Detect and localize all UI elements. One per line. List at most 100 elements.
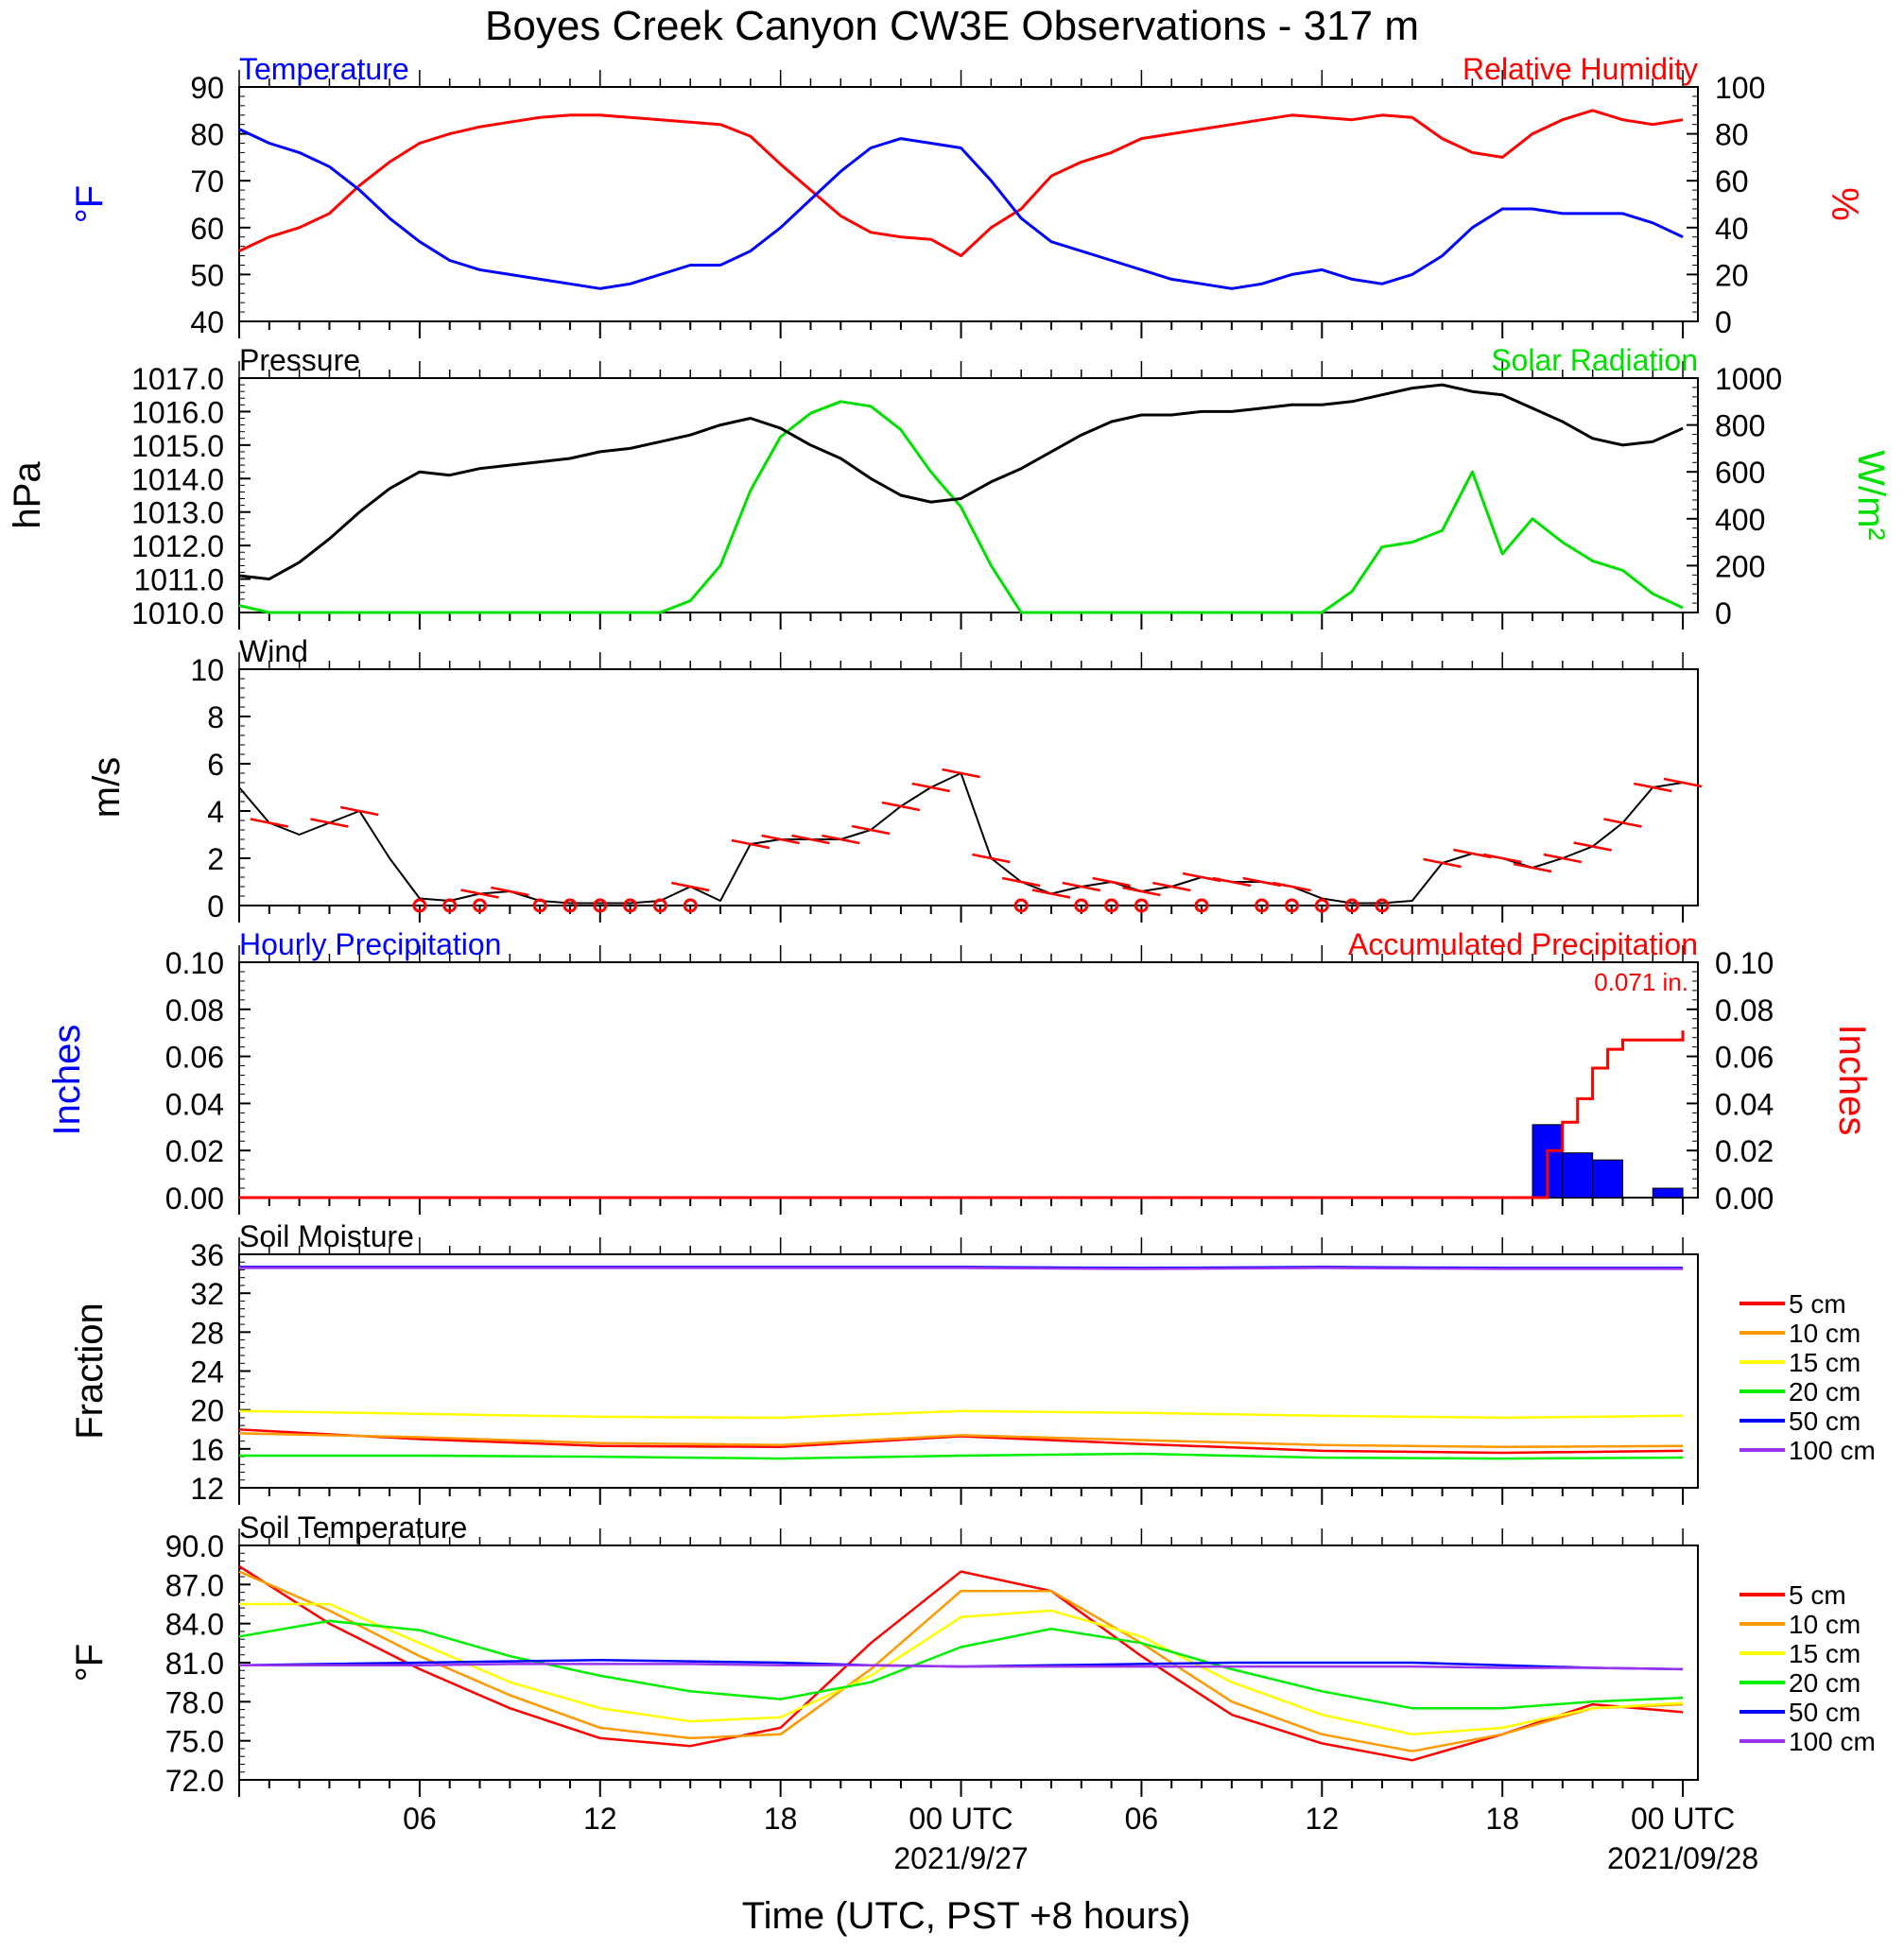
precip-axis-left-tick-label: 0.04 <box>165 1087 224 1121</box>
calm-wind-marker <box>623 898 638 913</box>
wind-title: Wind <box>239 634 308 668</box>
wind-barb <box>1482 853 1522 864</box>
calm-wind-marker <box>442 898 458 913</box>
calm-wind-marker <box>532 898 547 913</box>
temp-axis-tick-label: 70 <box>190 164 224 198</box>
panel-2-frame <box>238 377 1699 613</box>
wind-barb <box>1062 881 1101 892</box>
soil-moisture-axis-tick-label: 12 <box>190 1472 224 1506</box>
wind-barb <box>851 824 891 836</box>
x-date-label: 2021/09/28 <box>1607 1841 1758 1875</box>
calm-wind-marker <box>1255 898 1270 913</box>
precip-axis-left-tick-label: 0.00 <box>165 1182 224 1216</box>
pressure-axis-tick-label: 1010.0 <box>131 596 224 630</box>
soil-moisture-legend-label: 100 cm <box>1789 1436 1876 1465</box>
temp-axis-tick-label: 80 <box>190 118 224 152</box>
rh-title: Relative Humidity <box>1463 52 1698 86</box>
temp-axis-tick-label: 60 <box>190 212 224 246</box>
wind-axis-tick-label: 8 <box>207 700 224 734</box>
pressure-line <box>238 383 1684 581</box>
rh-axis-tick-label: 40 <box>1715 212 1749 246</box>
precip-axis-left-tick-label: 0.08 <box>165 993 224 1027</box>
wind-barb <box>340 805 379 817</box>
wind-barb <box>972 853 1011 864</box>
rh-axis-tick-label: 100 <box>1715 71 1765 105</box>
precip-axis-right-tick-label: 0.02 <box>1715 1134 1774 1168</box>
wind-barb <box>761 834 800 845</box>
wind-barb <box>491 886 529 897</box>
wind-barb <box>1092 876 1131 888</box>
calm-wind-marker <box>1375 898 1390 913</box>
pressure-axis-tick-label: 1012.0 <box>131 529 224 563</box>
calm-wind-marker <box>1285 898 1300 913</box>
wind-barb <box>1272 881 1311 892</box>
rh-line <box>238 109 1684 258</box>
rh-axis-tick-label: 80 <box>1715 118 1749 152</box>
wind-barb <box>1122 886 1161 897</box>
solar-title: Solar Radiation <box>1491 343 1698 377</box>
soil-temperature-line-100cm <box>239 1663 1684 1671</box>
soil-moisture-legend-label: 50 cm <box>1789 1406 1861 1436</box>
soil-moisture-legend-label: 5 cm <box>1789 1289 1846 1319</box>
accum-precip-total: 0.071 in. <box>1594 968 1688 996</box>
pressure-ylabel: hPa <box>7 461 48 529</box>
wind-barb <box>1182 871 1221 883</box>
pressure-axis-tick-label: 1016.0 <box>131 395 224 429</box>
soil-temperature-axis-tick-label: 84.0 <box>165 1608 224 1642</box>
precip-axis-left-tick-label: 0.06 <box>165 1041 224 1075</box>
soil-moisture-line-5cm <box>238 1428 1684 1455</box>
soil-temperature-legend-label: 15 cm <box>1789 1639 1861 1668</box>
soil-temperature-axis-tick-label: 90.0 <box>165 1529 224 1563</box>
temp-axis-tick-label: 90 <box>190 71 224 105</box>
solar-axis-tick-label: 400 <box>1715 503 1765 537</box>
soil-moisture-line-20cm <box>239 1452 1684 1460</box>
accumulated-precip-line <box>239 1030 1685 1199</box>
wind-barb <box>881 801 921 812</box>
soil-moisture-axis-tick-label: 36 <box>190 1238 224 1272</box>
x-axis-title: Time (UTC, PST +8 hours) <box>742 1895 1191 1937</box>
calm-wind-marker <box>1104 898 1119 913</box>
calm-wind-marker <box>1314 898 1329 913</box>
soil-temperature-line-15cm <box>239 1602 1684 1736</box>
wind-barb <box>1423 857 1462 869</box>
solar-ylabel: W/m² <box>1850 450 1892 541</box>
calm-wind-marker <box>1074 898 1089 913</box>
precip-axis-left-tick-label: 0.10 <box>165 946 224 980</box>
precip-axis-right-tick-label: 0.00 <box>1715 1182 1774 1216</box>
soil-moisture-line-15cm <box>238 1409 1684 1420</box>
precip-axis-right-tick-label: 0.04 <box>1715 1087 1774 1121</box>
soil-temperature-legend-label: 5 cm <box>1789 1580 1846 1610</box>
soil-moisture-legend-label: 20 cm <box>1789 1377 1861 1406</box>
soil-moisture-legend-label: 10 cm <box>1789 1319 1861 1348</box>
temp-axis-tick-label: 40 <box>190 305 224 339</box>
wind-barb <box>1242 876 1281 888</box>
hourly-precip-bar <box>1652 1187 1684 1199</box>
calm-wind-marker <box>473 898 488 913</box>
soil-temperature-axis-tick-label: 75.0 <box>165 1725 224 1759</box>
wind-barb <box>1603 818 1642 828</box>
page-title: Boyes Creek Canyon CW3E Observations - 3… <box>485 3 1419 49</box>
soil-temperature-title: Soil Temperature <box>239 1510 467 1544</box>
soil-temperature-legend-label: 10 cm <box>1789 1610 1861 1639</box>
wind-barb <box>911 782 950 793</box>
x-tick-label: 06 <box>1125 1802 1159 1836</box>
precip-axis-left-tick-label: 0.02 <box>165 1134 224 1168</box>
solar-axis-tick-label: 600 <box>1715 456 1765 490</box>
wind-barb <box>1001 876 1041 888</box>
wind-barb <box>1513 862 1552 873</box>
x-tick-label: 00 UTC <box>909 1802 1013 1836</box>
panel-3-frame <box>238 668 1699 906</box>
wind-barb <box>460 889 499 899</box>
pressure-axis-tick-label: 1015.0 <box>131 429 224 463</box>
pressure-axis-tick-label: 1011.0 <box>134 563 225 597</box>
x-date-label: 2021/9/27 <box>893 1841 1028 1875</box>
solar-axis-tick-label: 200 <box>1715 549 1765 583</box>
soil-moisture-title: Soil Moisture <box>239 1219 414 1253</box>
calm-wind-marker <box>1013 898 1029 913</box>
wind-barb <box>250 818 289 828</box>
wind-barb <box>310 818 349 828</box>
temperature-line <box>238 128 1684 290</box>
calm-wind-marker <box>652 898 667 913</box>
wind-barb <box>791 834 830 845</box>
